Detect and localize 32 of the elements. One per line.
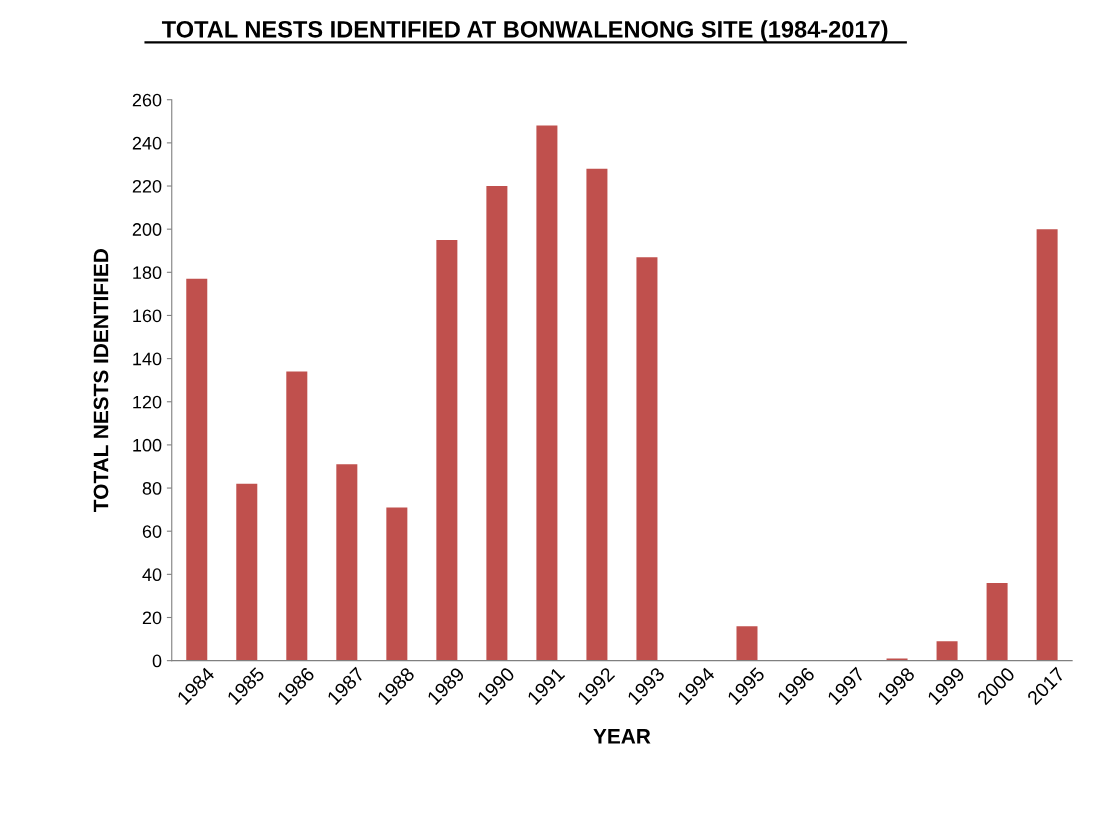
- bar: [1036, 229, 1058, 661]
- y-tick-label: 60: [142, 525, 162, 538]
- x-axis-title: YEAR: [593, 729, 651, 744]
- y-axis-title: TOTAL NESTS IDENTIFIED: [93, 249, 109, 512]
- y-tick-label: 80: [142, 481, 162, 495]
- bar: [336, 464, 358, 661]
- y-tick-label: 0: [152, 654, 162, 668]
- bar: [986, 582, 1008, 661]
- y-tick-label: 160: [133, 309, 162, 323]
- bar: [436, 239, 458, 661]
- y-tick-label: 20: [142, 611, 162, 625]
- bar: [636, 257, 658, 661]
- bar: [886, 658, 908, 661]
- bar: [236, 483, 258, 661]
- y-tick-label: 240: [132, 136, 162, 150]
- bar: [536, 125, 558, 661]
- y-tick-label: 100: [133, 438, 162, 452]
- y-tick-label: 200: [132, 223, 162, 236]
- y-tick-label: 260: [132, 93, 162, 107]
- bar: [936, 641, 958, 661]
- y-tick-label: 180: [133, 266, 162, 280]
- bar: [486, 186, 508, 661]
- chart-title: TOTAL NESTS IDENTIFIED AT BONWALENONG SITE (1984-2017): [161, 20, 888, 43]
- bar: [736, 626, 758, 661]
- y-tick-label: 220: [132, 179, 162, 193]
- y-tick-label: 40: [142, 568, 162, 582]
- bar: [386, 507, 408, 661]
- bar: [586, 168, 608, 661]
- bar: [186, 278, 208, 661]
- y-tick-label: 140: [133, 352, 162, 366]
- bar: [286, 371, 308, 661]
- y-tick-label: 120: [133, 395, 162, 409]
